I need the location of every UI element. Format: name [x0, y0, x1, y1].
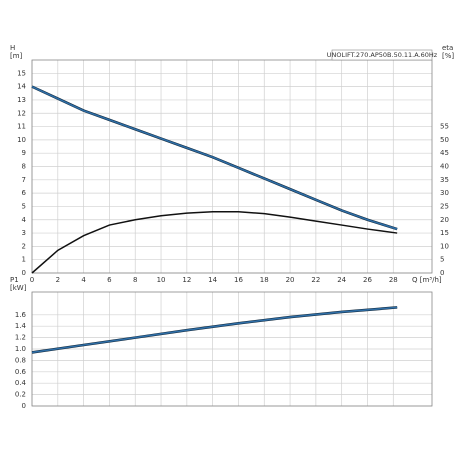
y-tick-label: 1.4: [15, 322, 27, 330]
x-tick-label: 10: [157, 276, 166, 284]
x-tick-label: 0: [30, 276, 34, 284]
y-tick-label: 1.2: [15, 334, 26, 342]
x-tick-label: 18: [260, 276, 269, 284]
y-tick-label: 1.6: [15, 311, 27, 319]
y2-tick-label: 10: [440, 242, 449, 250]
y-tick-label: 2: [22, 242, 26, 250]
plot-frame: [31, 59, 433, 274]
y-tick-label: 1.0: [15, 345, 26, 353]
annotation-box: UNOLIFT.270.AP50B.50.11.A.60Hz: [327, 49, 438, 61]
y2-tick-label: 20: [440, 216, 449, 224]
x-tick-label: 20: [286, 276, 295, 284]
y2-tick-label: 15: [440, 229, 449, 237]
x-tick-label: 24: [337, 276, 346, 284]
y-tick-label: 0.4: [15, 379, 27, 387]
series-line: [31, 306, 398, 354]
y2-tick-label: 45: [440, 149, 449, 157]
y-tick-label: 4: [22, 216, 27, 224]
series-line: [31, 85, 398, 230]
x-tick-label: 22: [311, 276, 320, 284]
y-tick-label: 8: [22, 163, 26, 171]
x-tick-label: 14: [208, 276, 217, 284]
x-tick-label: 2: [56, 276, 60, 284]
x-tick-label: 8: [133, 276, 137, 284]
y2-tick-label: 30: [440, 189, 449, 197]
y2-tick-label: 0: [440, 269, 444, 277]
series-line-outline: [31, 306, 398, 354]
y2-tick-label: 40: [440, 163, 449, 171]
x-axis-label: Q [m³/h]: [412, 276, 442, 284]
y-tick-label: 1: [22, 256, 26, 264]
y-tick-label: 10: [17, 136, 26, 144]
y-tick-label: 5: [22, 202, 26, 210]
y-tick-label: 0.2: [15, 391, 26, 399]
y2-tick-label: 5: [440, 256, 444, 264]
series-line: [31, 211, 398, 274]
y2-tick-label: 50: [440, 136, 449, 144]
y-tick-label: 0.8: [15, 356, 26, 364]
plot-frame: [31, 291, 433, 407]
y-tick-label: 14: [17, 83, 26, 91]
y-tick-label: 3: [22, 229, 26, 237]
annotation-frame: [331, 49, 433, 61]
y-tick-label: 12: [17, 109, 26, 117]
y-tick-label: 0: [22, 402, 26, 410]
y-tick-label: 15: [17, 69, 26, 77]
y2-axis-unit: [%]: [442, 52, 454, 60]
annotation: UNOLIFT.270.AP50B.50.11.A.60Hz: [327, 51, 438, 59]
x-tick-label: 12: [182, 276, 191, 284]
y-tick-label: 9: [22, 149, 26, 157]
y-tick-label: 0: [22, 269, 26, 277]
y2-tick-label: 55: [440, 123, 449, 131]
y-axis-label: H: [10, 44, 15, 52]
y-axis-unit: [m]: [10, 52, 23, 60]
y-tick-label: 7: [22, 176, 26, 184]
x-tick-label: 4: [81, 276, 86, 284]
y-tick-label: 0.6: [15, 368, 27, 376]
x-tick-label: 26: [363, 276, 372, 284]
y2-tick-label: 35: [440, 176, 449, 184]
x-tick-label: 16: [234, 276, 243, 284]
y2-tick-label: 25: [440, 202, 449, 210]
y-tick-label: 13: [17, 96, 26, 104]
y-tick-label: 11: [17, 123, 26, 131]
y-tick-label: 6: [22, 189, 27, 197]
y-axis-label: P1: [10, 276, 19, 284]
x-tick-label: 28: [389, 276, 398, 284]
y-axis-unit: [kW]: [10, 284, 27, 292]
x-tick-label: 6: [107, 276, 112, 284]
y2-axis-label: eta: [442, 44, 453, 52]
